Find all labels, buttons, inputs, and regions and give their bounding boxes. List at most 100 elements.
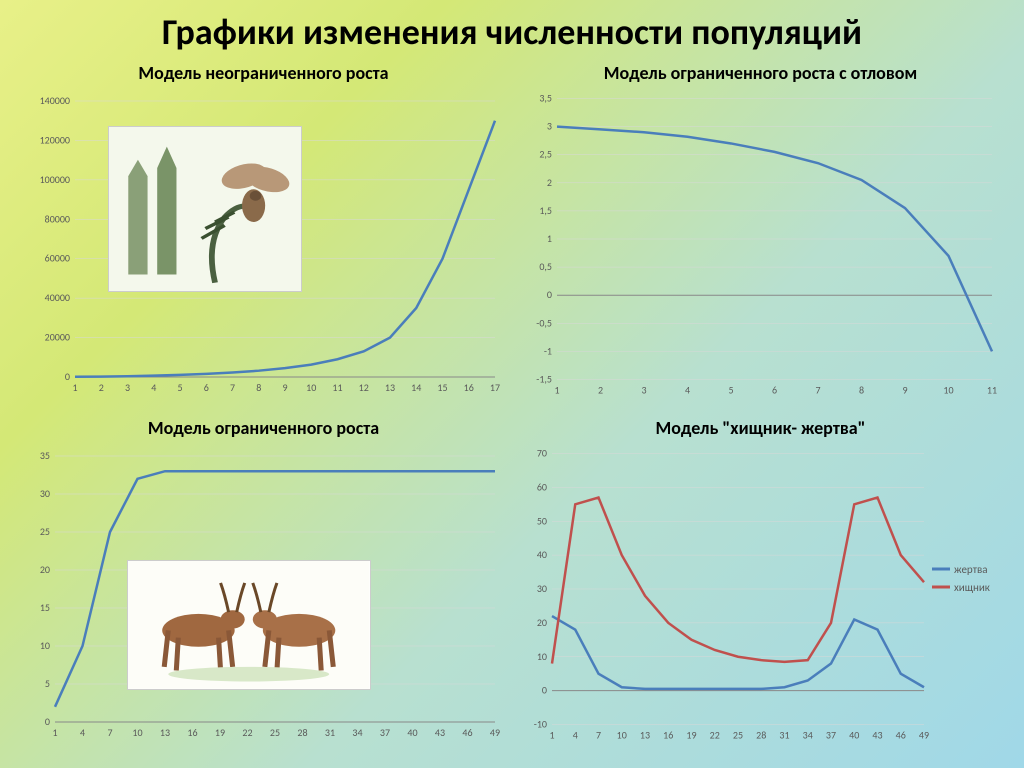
svg-text:3: 3 xyxy=(641,384,646,397)
panel-unlimited-growth: Модель неограниченного роста 02000040000… xyxy=(20,62,507,407)
svg-text:37: 37 xyxy=(380,726,390,739)
svg-text:3: 3 xyxy=(125,381,130,394)
svg-text:60: 60 xyxy=(537,480,547,493)
chart4-svg: -100102030405060701471013161922252831343… xyxy=(517,443,1004,752)
svg-text:-1,5: -1,5 xyxy=(536,373,552,386)
svg-text:10: 10 xyxy=(537,650,547,663)
svg-text:10: 10 xyxy=(132,726,142,739)
svg-text:120000: 120000 xyxy=(40,133,70,146)
svg-text:37: 37 xyxy=(826,729,836,742)
svg-text:43: 43 xyxy=(435,726,445,739)
svg-text:3,5: 3,5 xyxy=(539,92,552,105)
svg-text:4: 4 xyxy=(151,381,156,394)
svg-text:7: 7 xyxy=(107,726,112,739)
svg-text:5: 5 xyxy=(728,384,733,397)
svg-text:6: 6 xyxy=(204,381,209,394)
svg-text:25: 25 xyxy=(270,726,280,739)
svg-text:100000: 100000 xyxy=(40,173,70,186)
svg-text:9: 9 xyxy=(902,384,907,397)
svg-text:30: 30 xyxy=(40,487,50,500)
svg-text:1: 1 xyxy=(554,384,559,397)
svg-text:хищник: хищник xyxy=(954,581,990,594)
chart1-title: Модель неограниченного роста xyxy=(138,62,388,84)
svg-text:31: 31 xyxy=(779,729,789,742)
svg-text:22: 22 xyxy=(242,726,252,739)
svg-text:10: 10 xyxy=(943,384,953,397)
svg-text:20: 20 xyxy=(40,563,50,576)
svg-text:25: 25 xyxy=(733,729,743,742)
antelopes-illustration xyxy=(127,560,371,690)
svg-text:40: 40 xyxy=(407,726,417,739)
svg-text:13: 13 xyxy=(640,729,650,742)
svg-text:16: 16 xyxy=(187,726,197,739)
svg-text:30: 30 xyxy=(537,582,547,595)
svg-text:10: 10 xyxy=(40,639,50,652)
svg-text:28: 28 xyxy=(756,729,766,742)
svg-text:40: 40 xyxy=(849,729,859,742)
svg-text:7: 7 xyxy=(596,729,601,742)
chart1-wrap: 0200004000060000800001000001200001400001… xyxy=(20,88,507,407)
svg-text:6: 6 xyxy=(772,384,777,397)
svg-text:70: 70 xyxy=(537,447,547,460)
page-title: Графики изменения численности популяций xyxy=(0,0,1024,62)
svg-text:0,5: 0,5 xyxy=(539,260,552,273)
svg-text:49: 49 xyxy=(490,726,500,739)
svg-text:34: 34 xyxy=(352,726,362,739)
svg-text:2: 2 xyxy=(547,176,552,189)
svg-text:-10: -10 xyxy=(534,718,547,731)
svg-text:0: 0 xyxy=(542,684,547,697)
svg-text:3: 3 xyxy=(547,120,552,133)
svg-text:49: 49 xyxy=(919,729,929,742)
svg-text:19: 19 xyxy=(215,726,225,739)
chart2-svg: -1,5-1-0,500,511,522,533,51234567891011 xyxy=(517,88,1004,407)
svg-text:жертва: жертва xyxy=(954,563,988,576)
svg-text:16: 16 xyxy=(464,381,474,394)
svg-text:1: 1 xyxy=(549,729,554,742)
svg-text:46: 46 xyxy=(896,729,906,742)
panel-limited-growth: Модель ограниченного роста 0510152025303… xyxy=(20,417,507,752)
svg-text:11: 11 xyxy=(987,384,997,397)
svg-text:5: 5 xyxy=(177,381,182,394)
svg-text:28: 28 xyxy=(297,726,307,739)
svg-text:5: 5 xyxy=(45,677,50,690)
svg-text:1,5: 1,5 xyxy=(539,204,552,217)
svg-text:-0,5: -0,5 xyxy=(536,316,552,329)
svg-text:31: 31 xyxy=(325,726,335,739)
panel-limited-growth-catch: Модель ограниченного роста с отловом -1,… xyxy=(517,62,1004,407)
svg-text:43: 43 xyxy=(872,729,882,742)
svg-text:8: 8 xyxy=(256,381,261,394)
svg-text:140000: 140000 xyxy=(40,94,70,107)
svg-text:20000: 20000 xyxy=(45,331,70,344)
svg-text:40000: 40000 xyxy=(45,291,70,304)
svg-text:34: 34 xyxy=(803,729,813,742)
svg-text:35: 35 xyxy=(40,449,50,462)
chart2-title: Модель ограниченного роста с отловом xyxy=(604,62,918,84)
svg-text:19: 19 xyxy=(686,729,696,742)
chart4-title: Модель "хищник- жертва" xyxy=(655,417,865,439)
svg-text:15: 15 xyxy=(437,381,447,394)
svg-text:4: 4 xyxy=(573,729,578,742)
svg-text:20: 20 xyxy=(537,616,547,629)
svg-text:80000: 80000 xyxy=(45,212,70,225)
svg-text:1: 1 xyxy=(52,726,57,739)
svg-text:50: 50 xyxy=(537,514,547,527)
svg-text:0: 0 xyxy=(547,288,552,301)
svg-text:46: 46 xyxy=(462,726,472,739)
svg-text:13: 13 xyxy=(385,381,395,394)
chart4-wrap: -100102030405060701471013161922252831343… xyxy=(517,443,1004,752)
chart3-wrap: 0510152025303514710131619222528313437404… xyxy=(20,443,507,752)
panel-predator-prey: Модель "хищник- жертва" -10 0 10 20 30 40 50 60… xyxy=(517,417,1004,752)
svg-text:10: 10 xyxy=(306,381,316,394)
svg-text:-1: -1 xyxy=(544,344,552,357)
svg-text:13: 13 xyxy=(160,726,170,739)
svg-text:2: 2 xyxy=(99,381,104,394)
chart2-wrap: -1,5-1-0,500,511,522,533,51234567891011 xyxy=(517,88,1004,407)
svg-text:1: 1 xyxy=(547,232,552,245)
chart-grid: Модель неограниченного роста 0 20000 40000… xyxy=(0,62,1024,762)
svg-text:22: 22 xyxy=(710,729,720,742)
svg-text:14: 14 xyxy=(411,381,421,394)
svg-text:8: 8 xyxy=(859,384,864,397)
pine-moth-illustration xyxy=(108,126,303,292)
svg-text:4: 4 xyxy=(80,726,85,739)
chart3-title: Модель ограниченного роста xyxy=(148,417,379,439)
